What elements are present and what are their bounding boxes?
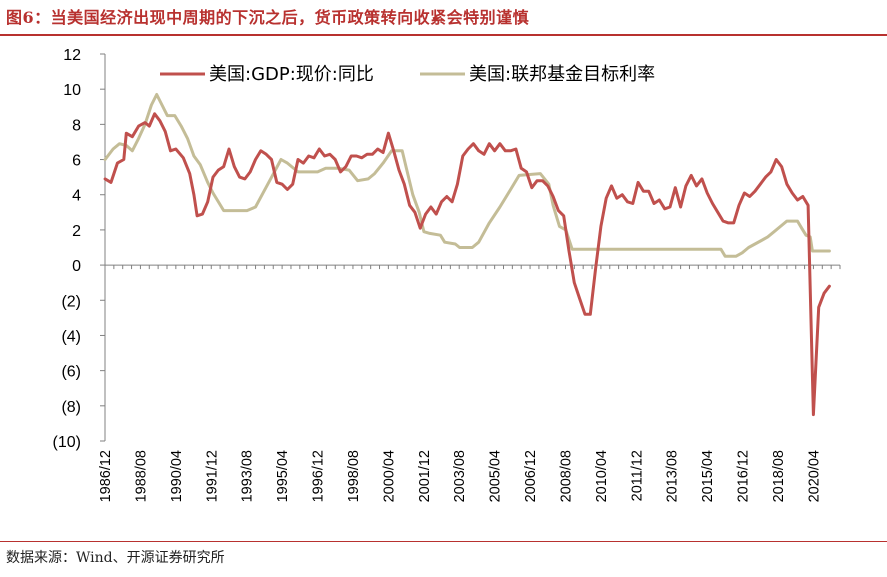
y-tick-label: 0: [72, 258, 81, 275]
y-tick-label: (10): [53, 434, 81, 451]
y-tick-label: 2: [72, 223, 81, 240]
data-source-note: 数据来源：Wind、开源证券研究所: [6, 550, 225, 566]
x-tick-label: 1993/08: [240, 450, 256, 502]
legend: 美国:GDP:现价:同比 美国:联邦基金目标利率: [160, 64, 655, 85]
x-tick-label: 2013/08: [665, 450, 681, 502]
x-tick-label: 2011/12: [629, 450, 645, 501]
x-axis: 1986/12 1988/08 1990/04 1991/12 1993/08 1995/…: [98, 264, 841, 502]
x-tick-label: 1991/12: [204, 450, 220, 502]
x-tick-label: 1990/04: [169, 450, 185, 502]
gdp-fed-rate-chart: 12 10 8 6 4 2 0 (2) (4) (6) (8) (10) 1986/12 1988/08…: [53, 47, 841, 502]
series-layer: [103, 93, 831, 417]
y-tick-label: (8): [61, 399, 81, 416]
x-tick-label: 2006/12: [523, 450, 539, 502]
x-tick-label: 1995/04: [275, 450, 291, 502]
x-tick-label: 2005/04: [488, 450, 504, 502]
x-tick-label: 2016/12: [736, 450, 752, 502]
x-tick-label: 2001/12: [417, 450, 433, 502]
y-tick-label: 6: [72, 153, 81, 170]
y-tick-label: 8: [72, 117, 81, 134]
y-tick-label: 4: [72, 188, 81, 205]
footer-divider: [0, 541, 887, 542]
y-axis: 12 10 8 6 4 2 0 (2) (4) (6) (8) (10): [53, 47, 106, 451]
legend-label-fed-rate: 美国:联邦基金目标利率: [469, 64, 655, 85]
chart-title: 图6：当美国经济出现中周期的下沉之后，货币政策转向收紧会特别谨慎: [6, 8, 530, 27]
title-divider: [0, 34, 887, 36]
x-tick-label: 2008/08: [558, 450, 574, 502]
y-tick-label: 10: [63, 82, 81, 99]
y-tick-label: (4): [61, 328, 81, 345]
x-tick-label: 2015/04: [700, 450, 716, 502]
x-tick-label: 2018/08: [771, 450, 787, 502]
x-tick-label: 1988/08: [133, 450, 149, 502]
x-tick-label: 2003/08: [452, 450, 468, 502]
x-tick-label: 1998/08: [346, 450, 362, 502]
gdp-nominal-yoy-line: [103, 112, 831, 417]
y-tick-label: (2): [61, 293, 81, 310]
x-tick-label: 2020/04: [806, 450, 822, 502]
y-tick-label: 12: [63, 47, 81, 64]
x-tick-label: 1996/12: [311, 450, 327, 502]
x-tick-label: 2000/04: [381, 450, 397, 502]
x-tick-label: 2010/04: [594, 450, 610, 502]
legend-label-gdp: 美国:GDP:现价:同比: [209, 64, 374, 85]
y-tick-label: (6): [61, 364, 81, 381]
x-tick-label: 1986/12: [98, 450, 114, 502]
